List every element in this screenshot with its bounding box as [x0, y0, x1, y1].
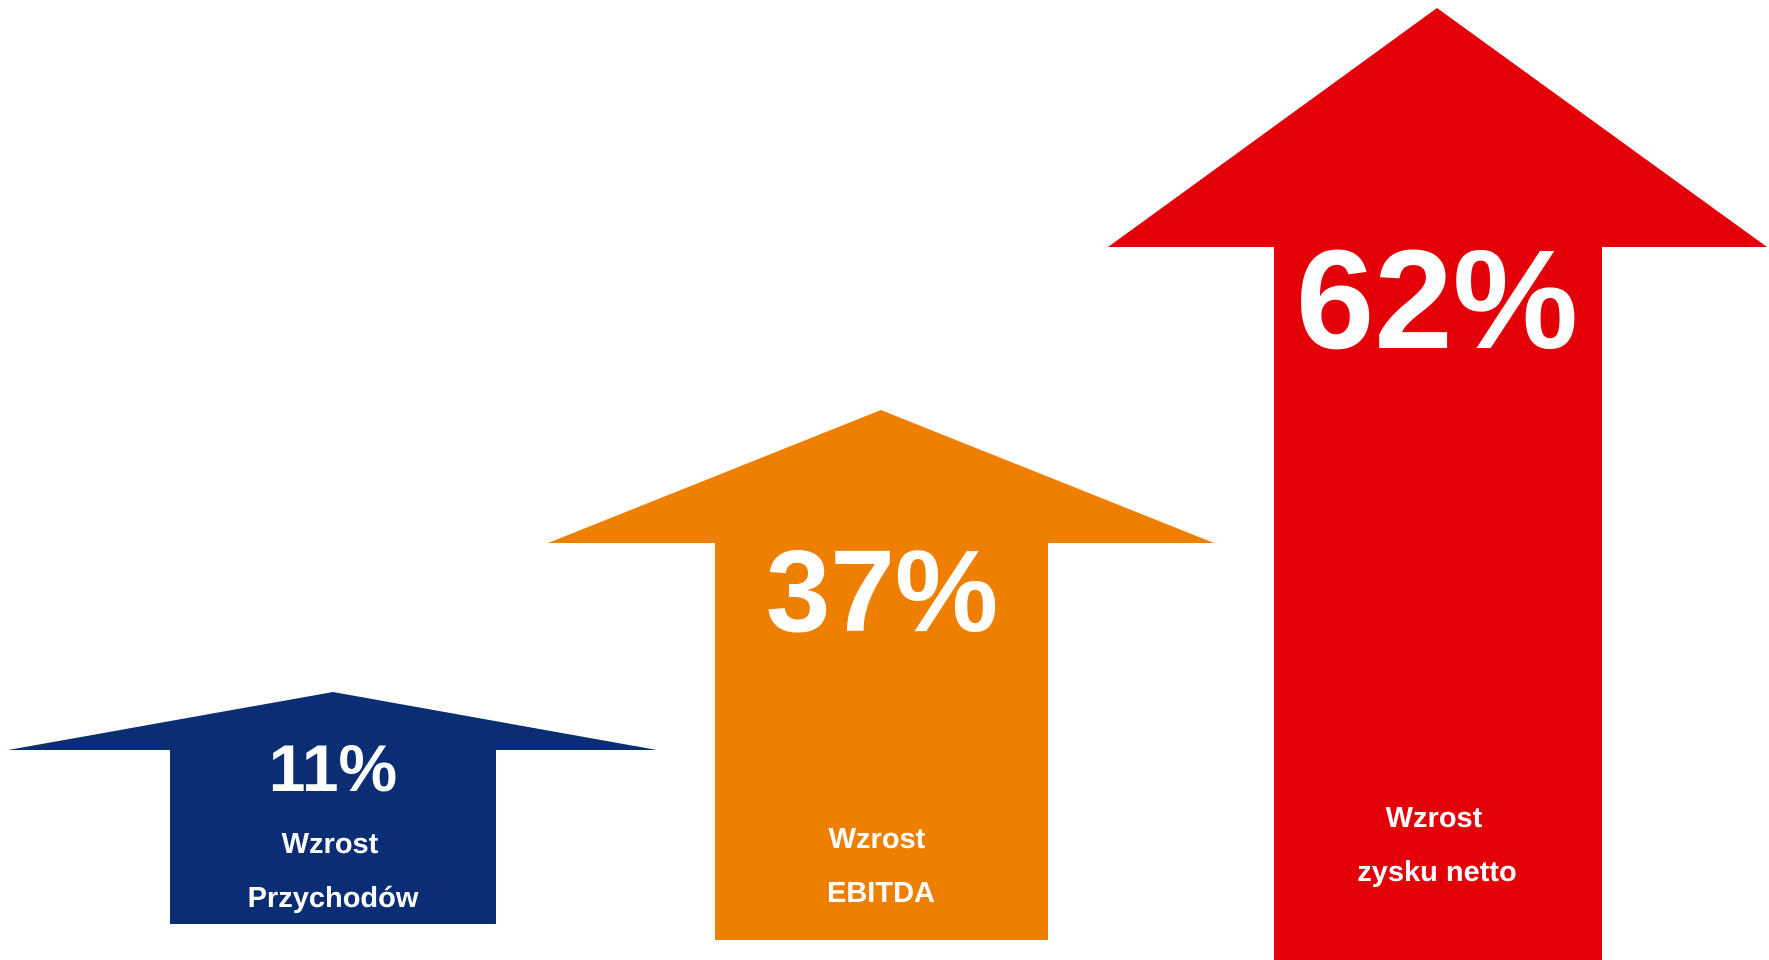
ebitda-growth-caption-line1: Wzrost	[828, 823, 926, 855]
ebitda-growth-caption-line2: EBITDA	[827, 877, 935, 909]
revenue-growth-value: 11%	[268, 731, 398, 805]
net-profit-growth-caption-line1: Wzrost	[1385, 802, 1483, 834]
revenue-growth-arrow	[8, 692, 657, 924]
net-profit-growth-value: 62%	[1295, 220, 1579, 378]
revenue-growth-caption-line2: Przychodów	[247, 882, 419, 914]
net-profit-growth-arrow	[1108, 8, 1767, 960]
ebitda-growth-arrow	[548, 410, 1214, 940]
net-profit-growth-caption-line2: zysku netto	[1357, 856, 1517, 888]
revenue-growth-caption-line1: Wzrost	[281, 828, 379, 860]
ebitda-growth-value: 37%	[765, 526, 999, 656]
